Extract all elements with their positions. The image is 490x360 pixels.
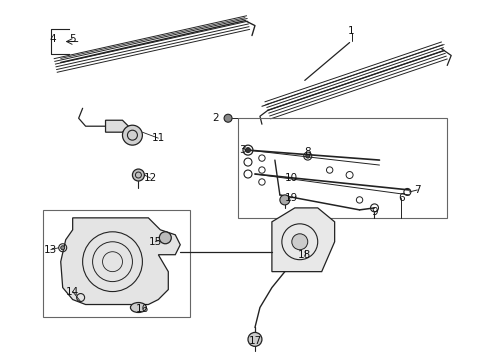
Text: 14: 14 xyxy=(66,287,79,297)
Circle shape xyxy=(159,232,171,244)
Circle shape xyxy=(61,246,65,250)
Circle shape xyxy=(245,148,250,153)
Text: 5: 5 xyxy=(70,33,76,44)
Bar xyxy=(238,118,447,218)
Text: 8: 8 xyxy=(304,147,311,157)
Circle shape xyxy=(280,195,290,205)
Text: 15: 15 xyxy=(149,237,162,247)
Polygon shape xyxy=(61,218,180,305)
Text: 4: 4 xyxy=(49,33,56,44)
Text: 10: 10 xyxy=(285,173,298,183)
Circle shape xyxy=(248,332,262,346)
Circle shape xyxy=(306,154,310,158)
Text: 7: 7 xyxy=(414,185,420,195)
Polygon shape xyxy=(105,120,128,132)
Ellipse shape xyxy=(130,302,147,312)
Circle shape xyxy=(132,169,145,181)
Polygon shape xyxy=(272,208,335,272)
Bar xyxy=(43,210,190,318)
Text: 17: 17 xyxy=(248,336,262,346)
Circle shape xyxy=(122,125,143,145)
Text: 18: 18 xyxy=(298,250,311,260)
Text: 3: 3 xyxy=(239,145,245,155)
Text: 1: 1 xyxy=(348,26,355,36)
Circle shape xyxy=(292,234,308,250)
Text: 19: 19 xyxy=(285,193,298,203)
Text: 16: 16 xyxy=(136,305,149,315)
Text: 6: 6 xyxy=(398,193,405,203)
Text: 13: 13 xyxy=(44,245,57,255)
Text: 11: 11 xyxy=(152,133,165,143)
Text: 9: 9 xyxy=(371,207,378,217)
Text: 12: 12 xyxy=(144,173,157,183)
Circle shape xyxy=(224,114,232,122)
Text: 2: 2 xyxy=(212,113,219,123)
